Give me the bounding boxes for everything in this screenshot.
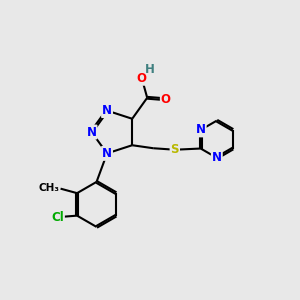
Text: N: N [212, 151, 222, 164]
Text: N: N [102, 147, 112, 160]
Text: N: N [102, 104, 112, 117]
Text: H: H [145, 63, 155, 76]
Text: S: S [171, 143, 179, 156]
Text: Cl: Cl [51, 211, 64, 224]
Text: CH₃: CH₃ [38, 183, 59, 193]
Text: N: N [86, 125, 97, 139]
Text: O: O [137, 72, 147, 85]
Text: N: N [196, 123, 206, 136]
Text: O: O [161, 93, 171, 106]
